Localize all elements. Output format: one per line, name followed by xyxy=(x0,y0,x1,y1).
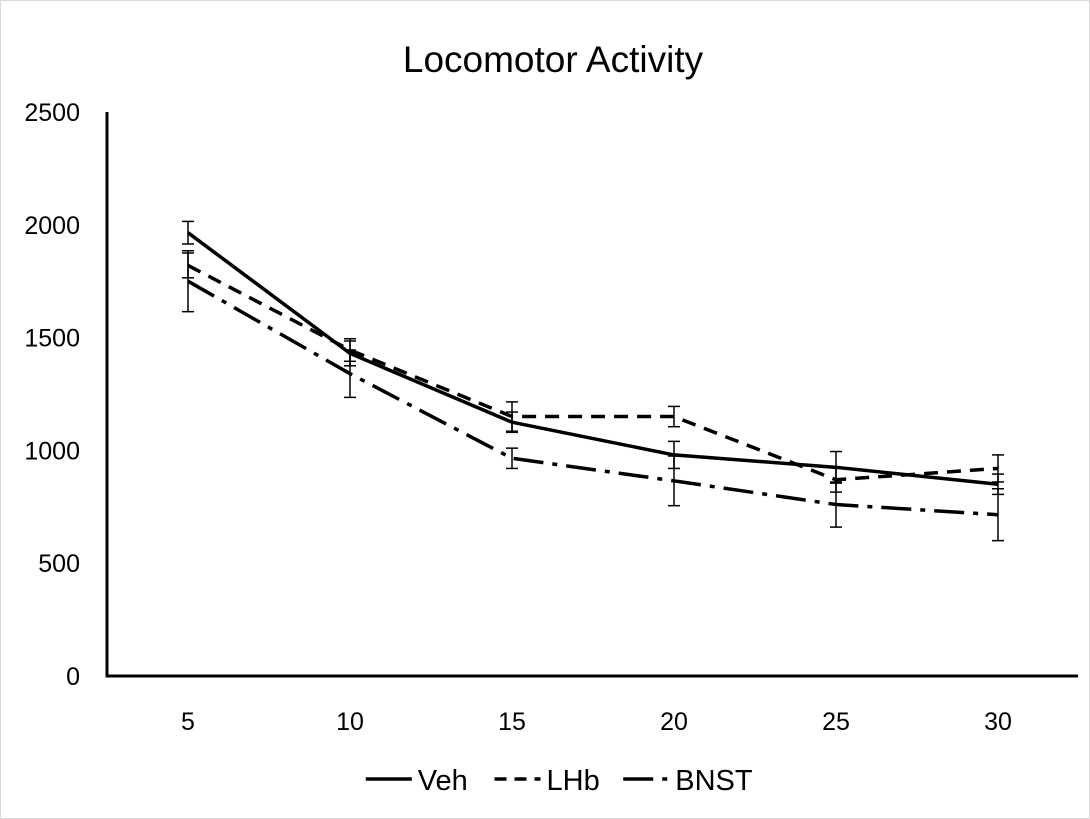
y-tick-label: 2000 xyxy=(24,212,80,240)
y-tick-label: 2500 xyxy=(24,99,80,127)
x-tick-label: 20 xyxy=(660,708,688,736)
plot-area: 0 500 1000 1500 2000 2500 5 10 15 20 25 30 xyxy=(24,99,1078,736)
legend-label-bnst: BNST xyxy=(675,765,753,797)
y-tick-label: 500 xyxy=(38,550,80,578)
legend-label-veh: Veh xyxy=(418,765,468,797)
x-tick-label: 25 xyxy=(822,708,850,736)
series-line-lhb xyxy=(187,263,999,482)
x-tick-label: 15 xyxy=(498,708,526,736)
legend-label-lhb: LHb xyxy=(547,765,600,797)
x-tick-label: 10 xyxy=(336,708,364,736)
legend: Veh LHb BNST xyxy=(365,765,753,797)
series-line-bnst xyxy=(187,279,999,517)
y-tick-label: 0 xyxy=(66,663,80,691)
x-tick-label: 5 xyxy=(181,708,195,736)
chart-title: Locomotor Activity xyxy=(403,39,704,80)
y-tick-label: 1000 xyxy=(24,437,80,465)
y-tick-label: 1500 xyxy=(24,325,80,353)
x-tick-label: 30 xyxy=(984,708,1012,736)
series-line-veh xyxy=(186,231,999,486)
